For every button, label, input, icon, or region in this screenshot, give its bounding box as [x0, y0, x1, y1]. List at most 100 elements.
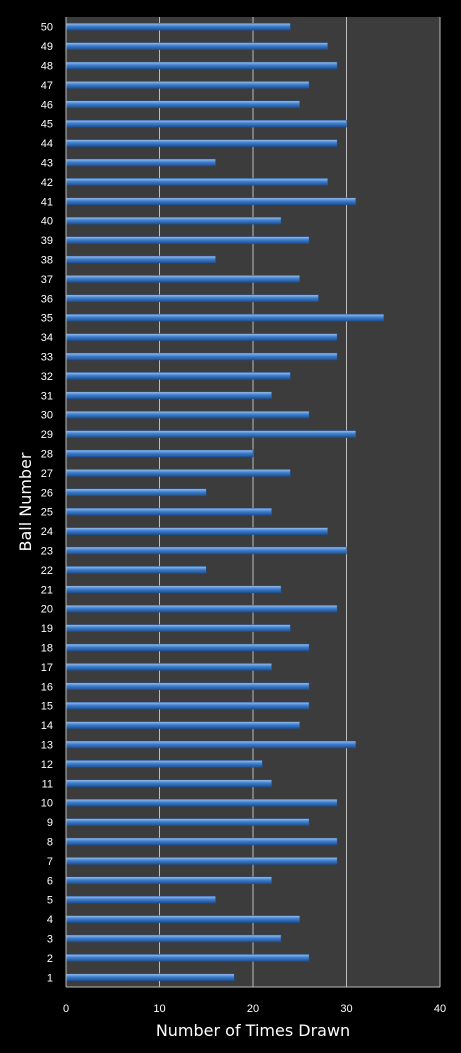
bar-ball-39 [65, 236, 310, 244]
bar-ball-45 [65, 119, 347, 128]
y-tick-label: 23 [41, 546, 53, 558]
bar-ball-2 [65, 954, 310, 962]
bar-ball-31 [65, 391, 272, 400]
y-tick-label: 31 [41, 390, 53, 402]
bar-ball-41 [65, 197, 357, 206]
y-tick-label: 28 [41, 449, 53, 461]
bar-ball-28 [65, 449, 254, 458]
bar-ball-49 [65, 42, 329, 50]
bar-ball-50 [65, 22, 291, 31]
y-tick-label: 4 [47, 914, 53, 926]
bar-ball-19 [65, 624, 291, 632]
bar-ball-42 [65, 178, 329, 186]
y-tick-label: 8 [47, 837, 53, 849]
y-tick-label: 26 [41, 487, 53, 499]
y-tick-label: 30 [41, 410, 53, 422]
y-tick-label: 46 [41, 99, 53, 111]
bar-ball-24 [65, 527, 329, 535]
y-tick-label: 6 [47, 875, 53, 887]
bar-ball-13 [65, 740, 357, 749]
y-tick-label: 34 [41, 332, 53, 344]
y-tick-label: 50 [41, 22, 53, 34]
bar-ball-17 [65, 663, 272, 671]
bar-ball-8 [65, 837, 338, 846]
y-tick-label: 24 [41, 526, 53, 538]
y-tick-label: 19 [41, 623, 53, 635]
bar-ball-9 [65, 818, 310, 826]
x-tick-label: 40 [434, 1003, 446, 1015]
bar-ball-32 [65, 372, 291, 380]
bar-ball-16 [65, 682, 310, 691]
bar-ball-21 [65, 585, 282, 594]
y-tick-label: 9 [47, 817, 53, 829]
y-tick-label: 11 [42, 778, 53, 790]
bar-ball-25 [65, 507, 272, 516]
bar-ball-1 [65, 973, 235, 982]
bars [65, 22, 385, 982]
y-tick-label: 7 [47, 856, 53, 868]
x-tick-label: 30 [340, 1003, 352, 1015]
y-tick-label: 20 [41, 604, 53, 616]
bar-ball-6 [65, 876, 272, 885]
y-tick-label: 36 [41, 293, 53, 305]
bar-ball-18 [65, 643, 310, 652]
y-tick-label: 3 [47, 934, 53, 946]
y-tick-label: 21 [41, 584, 53, 596]
bar-ball-36 [65, 294, 319, 303]
y-tick-label: 10 [41, 798, 53, 810]
y-tick-label: 42 [41, 177, 53, 189]
bar-ball-47 [65, 81, 310, 89]
bar-ball-20 [65, 604, 338, 613]
y-tick-label: 2 [47, 953, 53, 965]
y-tick-label: 5 [47, 895, 53, 907]
y-tick-label: 13 [41, 740, 53, 752]
y-tick-label: 15 [41, 701, 53, 713]
y-tick-label: 45 [41, 119, 53, 131]
bar-ball-48 [65, 61, 338, 70]
bar-ball-5 [65, 895, 216, 904]
bar-ball-40 [65, 216, 282, 225]
bar-ball-22 [65, 566, 207, 574]
y-tick-label: 47 [41, 80, 53, 92]
y-tick-label: 25 [41, 507, 53, 519]
y-tick-label: 18 [41, 643, 53, 655]
y-tick-label: 1 [47, 972, 53, 984]
y-tick-label: 16 [41, 681, 53, 693]
y-tick-label: 44 [41, 138, 53, 150]
y-tick-label: 33 [41, 352, 53, 364]
bar-ball-12 [65, 760, 263, 768]
bar-ball-37 [65, 275, 300, 283]
bar-ball-35 [65, 313, 385, 322]
bar-ball-7 [65, 857, 338, 865]
y-tick-label: 27 [41, 468, 53, 480]
y-tick-label: 38 [41, 255, 53, 267]
y-tick-label: 41 [41, 196, 53, 208]
y-tick-label: 39 [41, 235, 53, 247]
y-tick-label: 12 [41, 759, 53, 771]
y-axis-title: Ball Number [16, 452, 35, 551]
bar-ball-27 [65, 469, 291, 477]
bar-ball-33 [65, 352, 338, 361]
x-axis-title: Number of Times Drawn [156, 1021, 350, 1040]
x-tick-label: 10 [153, 1003, 165, 1015]
x-tick-label: 20 [247, 1003, 259, 1015]
bar-ball-15 [65, 701, 310, 710]
y-tick-labels: 1234567891011121314151617181920212223242… [41, 22, 53, 985]
y-tick-label: 35 [41, 313, 53, 325]
bar-ball-44 [65, 139, 338, 147]
y-tick-label: 37 [41, 274, 53, 286]
bar-ball-29 [65, 430, 357, 438]
bar-ball-23 [65, 546, 347, 555]
y-tick-label: 48 [41, 61, 53, 73]
y-tick-label: 14 [41, 720, 53, 732]
bar-ball-34 [65, 333, 338, 341]
bar-ball-3 [65, 934, 282, 943]
bar-ball-43 [65, 158, 216, 167]
bar-ball-11 [65, 779, 272, 788]
bar-ball-46 [65, 100, 300, 109]
bar-ball-30 [65, 410, 310, 419]
y-tick-label: 40 [41, 216, 53, 228]
y-tick-label: 43 [41, 158, 53, 170]
bar-ball-38 [65, 255, 216, 264]
